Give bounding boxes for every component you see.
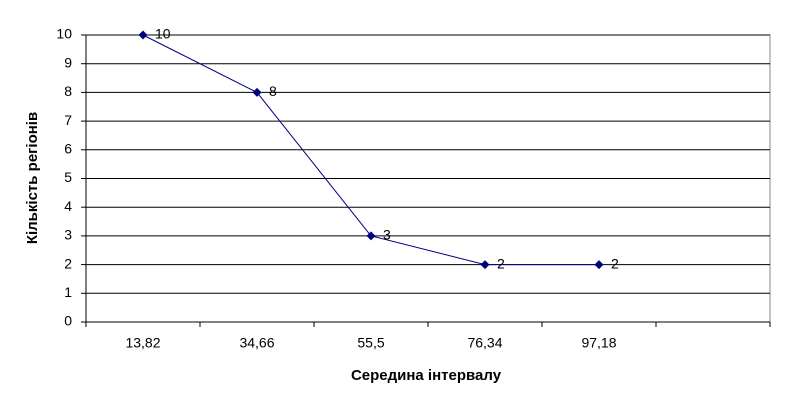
data-label: 8 xyxy=(269,83,277,99)
marker xyxy=(252,87,262,97)
marker xyxy=(480,260,490,270)
data-label: 3 xyxy=(383,227,391,243)
x-tick-label: 55,5 xyxy=(357,335,384,351)
x-tick-label: 34,66 xyxy=(239,335,274,351)
y-tick-label: 4 xyxy=(64,198,72,214)
y-tick-label: 9 xyxy=(64,54,72,70)
y-tick-label: 7 xyxy=(64,112,72,128)
x-axis-title: Середина інтервалу xyxy=(351,367,502,384)
data-label: 2 xyxy=(611,255,619,271)
marker xyxy=(138,30,148,40)
y-tick-label: 6 xyxy=(64,141,72,157)
y-tick-label: 2 xyxy=(64,255,72,271)
x-tick-label: 76,34 xyxy=(467,335,502,351)
marker xyxy=(594,260,604,270)
y-tick-label: 3 xyxy=(64,227,72,243)
y-tick-label: 8 xyxy=(64,83,72,99)
x-tick-label: 97,18 xyxy=(581,335,616,351)
y-tick-label: 10 xyxy=(56,26,72,42)
y-axis-title: Кількість регіонів xyxy=(24,112,41,244)
marker xyxy=(366,231,376,241)
y-tick-label: 0 xyxy=(64,313,72,329)
data-label: 2 xyxy=(497,255,505,271)
y-tick-label: 5 xyxy=(64,169,72,185)
data-label: 10 xyxy=(155,26,171,42)
x-tick-label: 13,82 xyxy=(125,335,160,351)
y-tick-label: 1 xyxy=(64,284,72,300)
